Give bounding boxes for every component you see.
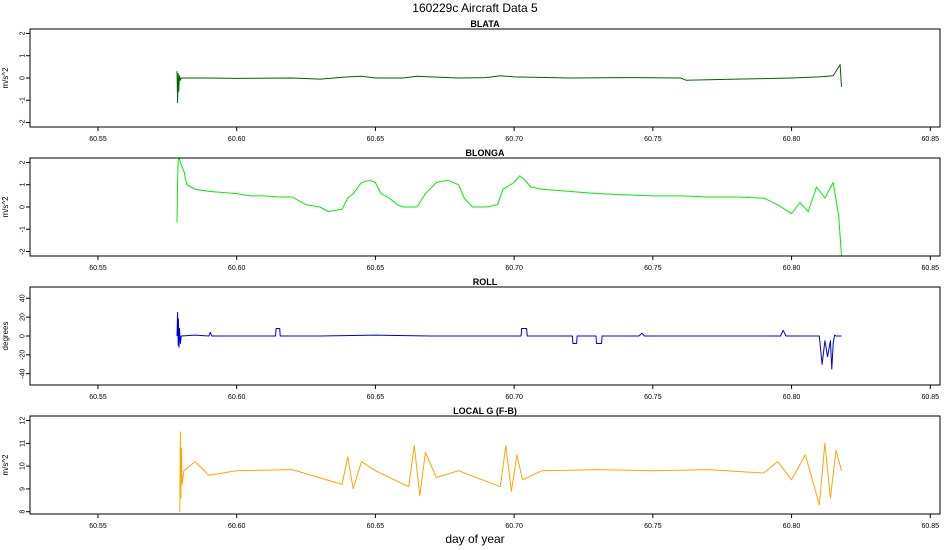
x-tick-label: 60.75: [644, 136, 662, 143]
panel-blata: BLATA m/s^2 -2 -1 0 1 2 60.55 60.60 60.65 60.70 60.…: [1, 19, 941, 143]
y-tick-label: 2: [20, 160, 27, 164]
x-tick-label: 60.85: [922, 265, 940, 272]
x-tick-label: 60.60: [228, 523, 246, 530]
x-tick-label: 60.70: [505, 394, 523, 401]
chart-title: 160229c Aircraft Data 5: [412, 1, 538, 15]
x-tick-label: 60.60: [228, 394, 246, 401]
panel-title: BLONGA: [466, 148, 505, 158]
x-tick-label: 60.70: [505, 523, 523, 530]
x-tick-label: 60.80: [783, 265, 801, 272]
y-tick-label: -2: [20, 119, 27, 125]
x-tick-label: 60.85: [922, 523, 940, 530]
x-tick-label: 60.55: [89, 136, 107, 143]
y-tick-label: 0: [20, 76, 27, 80]
y-tick-label: 1: [20, 54, 27, 58]
x-tick-label: 60.65: [367, 265, 385, 272]
x-tick-label: 60.65: [367, 523, 385, 530]
x-tick-label: 60.80: [783, 394, 801, 401]
x-tick-label: 60.75: [644, 394, 662, 401]
plot-frame: [29, 415, 941, 515]
x-tick-label: 60.85: [922, 136, 940, 143]
series-line: [176, 64, 842, 103]
y-tick-label: 12: [20, 417, 27, 425]
panel-title: ROLL: [473, 277, 498, 287]
x-tick-label: 60.80: [783, 523, 801, 530]
x-tick-label: 60.55: [89, 523, 107, 530]
y-tick-label: -1: [20, 226, 27, 232]
y-tick-label: 20: [20, 313, 27, 321]
panel-blonga: BLONGA m/s^2 -2 -1 0 1 2 60.55 60.60 60.65 60.70 60…: [1, 148, 941, 272]
y-tick-label: 8: [20, 510, 27, 514]
y-tick-label: 0: [20, 205, 27, 209]
panel-local-g-f-b: LOCAL G (F-B) m/s^2 8 9 10 11 12 60.55 60.60 60.6…: [1, 406, 941, 530]
x-tick-label: 60.75: [644, 523, 662, 530]
y-tick-label: -40: [20, 369, 27, 379]
y-axis-label: m/s^2: [1, 454, 10, 476]
y-tick-label: 9: [20, 487, 27, 491]
y-tick-label: 0: [20, 334, 27, 338]
x-tick-label: 60.60: [228, 265, 246, 272]
series-line: [176, 311, 842, 370]
x-tick-label: 60.55: [89, 265, 107, 272]
x-tick-label: 60.80: [783, 136, 801, 143]
y-tick-label: 11: [20, 440, 27, 447]
x-tick-label: 60.85: [922, 394, 940, 401]
x-tick-label: 60.60: [228, 136, 246, 143]
y-tick-label: -1: [20, 97, 27, 103]
y-tick-label: 2: [20, 31, 27, 35]
panel-roll: ROLL degrees -40 -20 0 20 40 60.55 60.60 60.65 60.…: [1, 277, 941, 401]
y-tick-label: -20: [20, 350, 27, 360]
x-tick-label: 60.65: [367, 136, 385, 143]
y-axis-label: degrees: [1, 322, 10, 351]
y-tick-label: 1: [20, 183, 27, 187]
x-axis-label: day of year: [445, 532, 504, 546]
y-tick-label: -2: [20, 248, 27, 254]
panel-title: LOCAL G (F-B): [453, 406, 517, 416]
x-tick-label: 60.65: [367, 394, 385, 401]
x-tick-label: 60.70: [505, 136, 523, 143]
x-tick-label: 60.55: [89, 394, 107, 401]
series-line: [179, 431, 842, 512]
y-axis-label: m/s^2: [1, 67, 10, 89]
x-tick-label: 60.70: [505, 265, 523, 272]
y-tick-label: 40: [20, 294, 27, 302]
y-axis-label: m/s^2: [1, 196, 10, 218]
y-tick-label: 10: [20, 462, 27, 470]
panel-title: BLATA: [470, 19, 500, 29]
series-line: [176, 158, 842, 256]
x-tick-label: 60.75: [644, 265, 662, 272]
